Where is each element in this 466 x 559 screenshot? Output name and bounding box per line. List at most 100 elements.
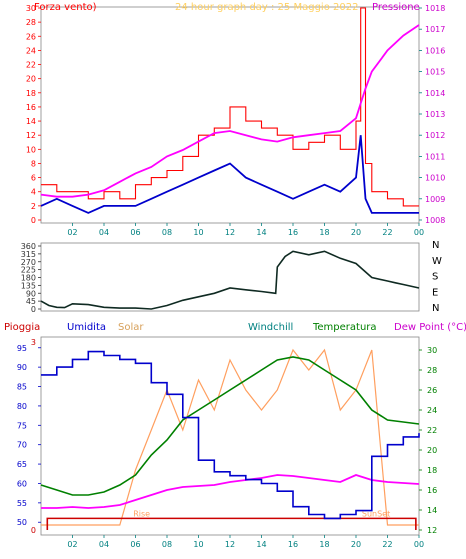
panel3-xtick-label: 12 bbox=[225, 540, 235, 549]
wind-ytick-label: 20 bbox=[26, 75, 36, 84]
temp-ytick-label: 24 bbox=[427, 406, 437, 415]
compass-letter: N bbox=[432, 240, 439, 251]
panel1-xtick-label: 10 bbox=[193, 228, 203, 237]
panel-wind-pressure: Forza vento) 24 hour graph day : 25 Magg… bbox=[26, 2, 446, 237]
wind-ytick-label: 16 bbox=[26, 103, 36, 112]
direction-ytick-label: 225 bbox=[21, 266, 36, 275]
panel1-xtick-label: 06 bbox=[130, 228, 140, 237]
pressure-ytick-label: 1018 bbox=[425, 4, 445, 13]
temperature-label: Temperatura bbox=[312, 322, 377, 333]
panel3-xtick-label: 16 bbox=[288, 540, 298, 549]
chart-title: 24 hour graph day : 25 Maggio 2022 bbox=[175, 2, 358, 13]
wind-ytick-label: 0 bbox=[31, 216, 36, 225]
wind-ytick-label: 28 bbox=[26, 18, 36, 27]
sunset-label: SunSet bbox=[362, 509, 390, 518]
temp-ytick-label: 26 bbox=[427, 386, 437, 395]
dewpoint-series bbox=[41, 474, 420, 509]
direction-ytick-label: 135 bbox=[21, 281, 36, 290]
temp-ytick-label: 20 bbox=[427, 446, 437, 455]
panel1-xtick-label: 14 bbox=[256, 228, 266, 237]
panel1-xtick-label: 20 bbox=[351, 228, 361, 237]
panel1-xtick-label: 00 bbox=[414, 228, 424, 237]
compass-letter: W bbox=[432, 256, 442, 267]
direction-ytick-label: 315 bbox=[21, 250, 36, 259]
wind-ytick-label: 8 bbox=[31, 159, 36, 168]
humidity-ytick-label: 55 bbox=[17, 499, 27, 508]
panel1-xtick-label: 08 bbox=[162, 228, 172, 237]
solar-label: Solar bbox=[118, 322, 144, 333]
windchill-label: Windchill bbox=[248, 322, 293, 333]
wind-ytick-label: 24 bbox=[26, 46, 36, 55]
pressure-ytick-label: 1016 bbox=[425, 46, 445, 55]
humidity-ytick-label: 60 bbox=[17, 479, 27, 488]
panel3-frame bbox=[40, 336, 420, 536]
humidity-ytick-label: 50 bbox=[17, 518, 27, 527]
rain-ytick-zero: 0 bbox=[31, 526, 36, 535]
temperature-series bbox=[40, 356, 420, 496]
direction-ytick-label: 360 bbox=[21, 242, 36, 251]
humidity-ytick-label: 95 bbox=[17, 344, 27, 353]
wind-gust-series bbox=[41, 7, 419, 207]
humidity-ytick-label: 70 bbox=[17, 441, 27, 450]
humidity-series bbox=[41, 350, 420, 520]
humidity-label: Umidita bbox=[67, 322, 106, 333]
panel1-xtick-label: 22 bbox=[382, 228, 392, 237]
humidity-ytick-label: 65 bbox=[17, 460, 27, 469]
direction-ytick-label: 90 bbox=[26, 289, 36, 298]
panel3-xtick-label: 08 bbox=[162, 540, 172, 549]
panel3-xtick-label: 10 bbox=[193, 540, 203, 549]
pressure-series bbox=[40, 24, 420, 198]
panel1-xtick-label: 04 bbox=[99, 228, 109, 237]
panel3-xtick-label: 14 bbox=[256, 540, 266, 549]
humidity-ytick-label: 90 bbox=[17, 363, 27, 372]
panel3-xtick-label: 02 bbox=[67, 540, 77, 549]
direction-ytick-label: 0 bbox=[31, 305, 36, 314]
pressure-ytick-label: 1015 bbox=[425, 68, 445, 77]
direction-ytick-label: 45 bbox=[26, 297, 36, 306]
panel3-xtick-label: 20 bbox=[351, 540, 361, 549]
wind-axis-label: Forza vento) bbox=[34, 2, 97, 13]
wind-ytick-label: 30 bbox=[26, 4, 36, 13]
temp-ytick-label: 18 bbox=[427, 466, 437, 475]
panel1-xtick-label: 16 bbox=[288, 228, 298, 237]
pressure-ytick-label: 1009 bbox=[425, 195, 445, 204]
compass-letter: E bbox=[432, 287, 438, 298]
dewpoint-label: Dew Point (°C) bbox=[394, 322, 466, 333]
compass-letter: S bbox=[432, 272, 438, 283]
wind-ytick-label: 18 bbox=[26, 89, 36, 98]
wind-ytick-label: 2 bbox=[31, 202, 36, 211]
panel3-xtick-label: 18 bbox=[319, 540, 329, 549]
pressure-ytick-label: 1008 bbox=[425, 216, 445, 225]
wind-ytick-label: 12 bbox=[26, 131, 36, 140]
direction-ytick-label: 270 bbox=[21, 258, 36, 267]
panel3-xtick-label: 04 bbox=[99, 540, 109, 549]
pressure-ytick-label: 1011 bbox=[425, 152, 445, 161]
panel1-xtick-label: 02 bbox=[67, 228, 77, 237]
wind-average-series bbox=[40, 135, 419, 214]
panel1-xtick-label: 18 bbox=[319, 228, 329, 237]
temp-ytick-label: 12 bbox=[427, 526, 437, 535]
sunrise-label: Rise bbox=[133, 509, 150, 518]
temp-ytick-label: 14 bbox=[427, 506, 437, 515]
panel-temp-humidity: Pioggia Umidita Solar Windchill Temperat… bbox=[4, 322, 466, 549]
pressure-ytick-label: 1012 bbox=[425, 131, 445, 140]
temp-ytick-label: 30 bbox=[427, 346, 437, 355]
wind-direction-series bbox=[40, 250, 420, 310]
panel3-xtick-label: 22 bbox=[382, 540, 392, 549]
compass-letter: N bbox=[432, 303, 439, 314]
temp-ytick-label: 28 bbox=[427, 366, 437, 375]
wind-ytick-label: 6 bbox=[31, 174, 36, 183]
panel2-frame bbox=[40, 242, 420, 312]
panel1-xtick-label: 12 bbox=[225, 228, 235, 237]
rain-label: Pioggia bbox=[4, 322, 40, 333]
pressure-ytick-label: 1017 bbox=[425, 25, 445, 34]
humidity-ytick-label: 80 bbox=[17, 402, 27, 411]
wind-ytick-label: 26 bbox=[26, 32, 36, 41]
wind-ytick-label: 10 bbox=[26, 145, 36, 154]
wind-ytick-label: 22 bbox=[26, 61, 36, 70]
temp-ytick-label: 22 bbox=[427, 426, 437, 435]
pressure-ytick-label: 1013 bbox=[425, 110, 445, 119]
